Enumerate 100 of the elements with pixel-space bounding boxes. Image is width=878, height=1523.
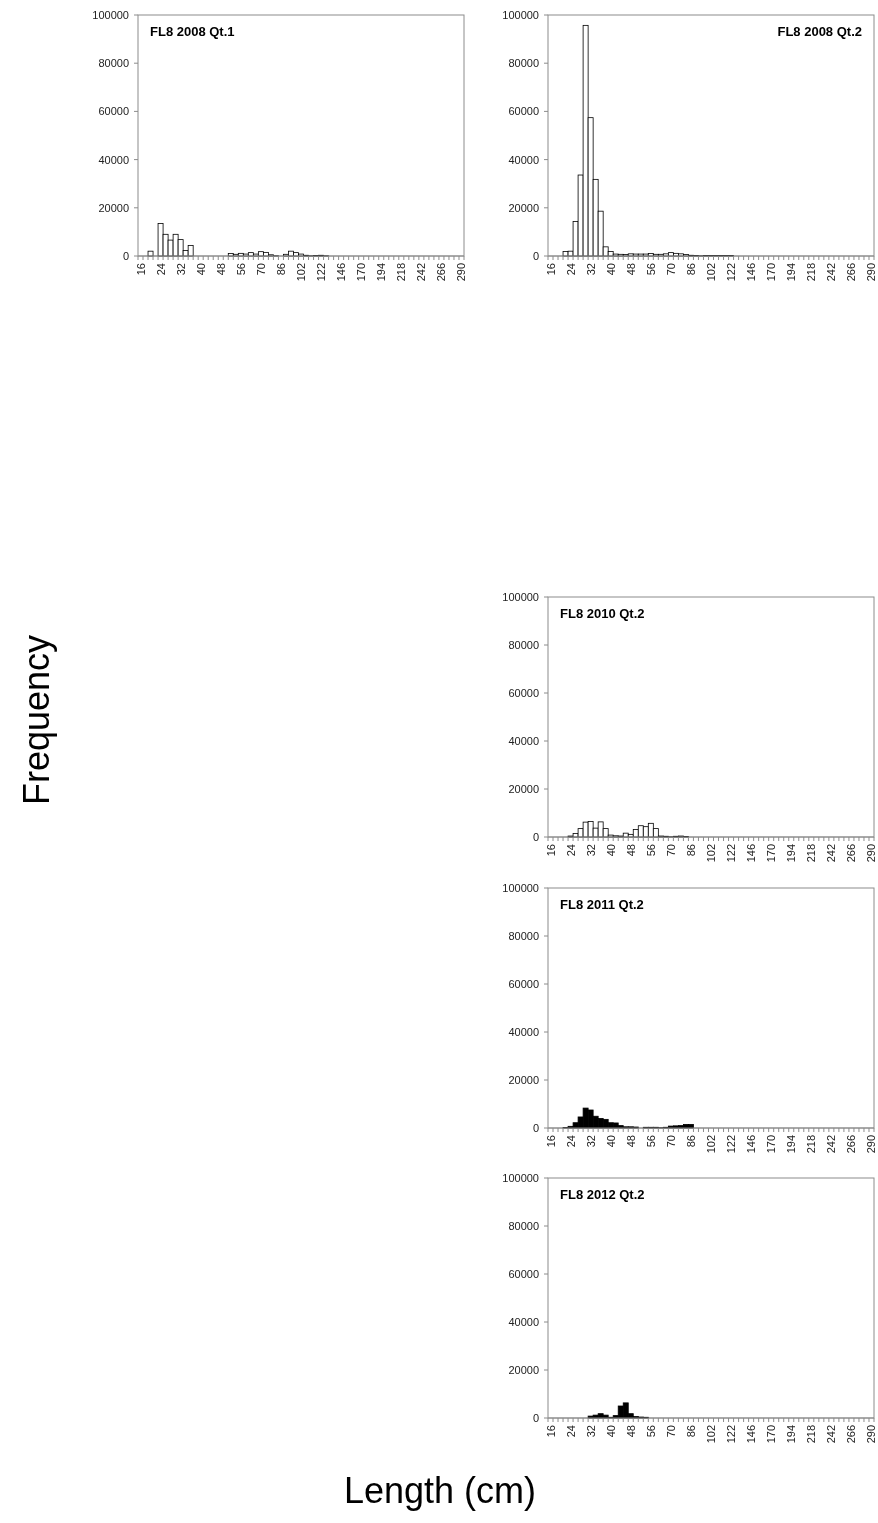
x-tick-label: 70	[254, 263, 267, 276]
x-tick-label: 56	[234, 263, 247, 276]
y-tick-label: 60000	[98, 105, 129, 118]
x-tick-label: 122	[315, 263, 328, 282]
x-tick-label: 218	[395, 263, 408, 282]
x-tick-label: 40	[604, 844, 617, 857]
x-tick-label: 170	[765, 263, 778, 282]
x-tick-label: 242	[825, 1135, 838, 1154]
y-tick-label: 20000	[508, 1364, 539, 1376]
x-tick-label: 56	[644, 1425, 657, 1438]
y-tick-label: 100000	[502, 1172, 539, 1184]
x-tick-label: 266	[845, 1425, 858, 1444]
x-tick-label: 24	[564, 1135, 577, 1148]
x-tick-label: 170	[765, 1135, 778, 1154]
x-tick-label: 56	[644, 263, 657, 276]
x-tick-label: 24	[154, 263, 167, 276]
x-tick-label: 32	[584, 1135, 597, 1148]
x-tick-label: 16	[544, 1425, 557, 1438]
x-tick-label: 16	[544, 263, 557, 276]
x-tick-label: 86	[684, 1135, 697, 1148]
x-tick-label: 56	[644, 844, 657, 857]
x-tick-label: 32	[174, 263, 187, 276]
x-axis-title: Length (cm)	[343, 1469, 537, 1511]
y-tick-label: 60000	[508, 105, 539, 118]
x-tick-label: 218	[805, 1425, 818, 1444]
x-tick-label: 194	[785, 1425, 798, 1444]
y-tick-label: 40000	[98, 153, 129, 166]
y-tick-label: 20000	[98, 201, 129, 214]
x-tick-label: 16	[544, 844, 557, 857]
y-tick-label: 60000	[508, 978, 539, 990]
x-tick-label: 218	[805, 844, 818, 863]
y-tick-label: 100000	[502, 9, 539, 21]
y-axis-title: Frequency	[15, 634, 57, 806]
x-tick-label: 48	[624, 1425, 637, 1438]
x-tick-label: 122	[725, 844, 738, 863]
x-tick-label: 70	[664, 263, 677, 276]
x-tick-label: 32	[584, 263, 597, 276]
text: FL8 2008 Qt.1	[150, 23, 235, 39]
x-tick-label: 266	[845, 1135, 858, 1154]
x-tick-label: 122	[725, 1425, 738, 1444]
x-tick-label: 16	[544, 1135, 557, 1148]
x-tick-label: 146	[745, 1135, 758, 1154]
y-tick-label: 40000	[508, 1026, 539, 1038]
x-tick-label: 40	[604, 1425, 617, 1438]
x-tick-label: 290	[455, 263, 468, 282]
x-tick-label: 16	[134, 263, 147, 276]
x-tick-label: 24	[564, 844, 577, 857]
y-tick-label: 0	[532, 1412, 539, 1424]
x-tick-label: 48	[624, 1135, 637, 1148]
x-tick-label: 290	[865, 263, 878, 282]
x-tick-label: 48	[214, 263, 227, 276]
x-tick-label: 218	[805, 1135, 818, 1154]
y-tick-label: 80000	[508, 930, 539, 942]
x-tick-label: 290	[865, 844, 878, 863]
x-tick-label: 40	[194, 263, 207, 276]
y-tick-label: 40000	[508, 153, 539, 166]
x-tick-label: 218	[805, 263, 818, 282]
x-tick-label: 194	[785, 1135, 798, 1154]
x-tick-label: 290	[865, 1425, 878, 1444]
x-tick-label: 48	[624, 844, 637, 857]
y-tick-label: 80000	[508, 57, 539, 70]
y-tick-label: 60000	[508, 1268, 539, 1280]
y-tick-label: 100000	[502, 882, 539, 894]
x-tick-label: 242	[415, 263, 428, 282]
x-tick-label: 266	[845, 263, 858, 282]
y-tick-label: 100000	[502, 591, 539, 603]
x-tick-label: 266	[435, 263, 448, 282]
x-tick-label: 102	[705, 1135, 717, 1154]
x-tick-label: 70	[664, 1135, 677, 1148]
x-tick-label: 86	[274, 263, 287, 276]
text: FL8 2012 Qt.2	[560, 1186, 645, 1202]
x-tick-label: 266	[845, 844, 858, 863]
x-tick-label: 102	[705, 844, 717, 863]
x-tick-label: 40	[604, 263, 617, 276]
x-tick-label: 56	[644, 1135, 657, 1148]
x-tick-label: 170	[765, 844, 778, 863]
x-tick-label: 290	[865, 1135, 878, 1154]
x-tick-label: 170	[355, 263, 368, 282]
x-tick-label: 86	[684, 844, 697, 857]
x-tick-label: 24	[564, 263, 577, 276]
x-tick-label: 48	[624, 263, 637, 276]
y-tick-label: 0	[532, 831, 539, 843]
x-tick-label: 194	[375, 263, 388, 282]
x-tick-label: 122	[725, 1135, 738, 1154]
y-tick-label: 80000	[508, 1220, 539, 1232]
y-tick-label: 20000	[508, 783, 539, 795]
y-tick-label: 0	[532, 1122, 539, 1134]
x-tick-label: 70	[664, 844, 677, 857]
x-tick-label: 170	[765, 1425, 778, 1444]
x-tick-label: 32	[584, 844, 597, 857]
text: FL8 2010 Qt.2	[560, 605, 645, 621]
x-tick-label: 242	[825, 1425, 838, 1444]
x-tick-label: 242	[825, 263, 838, 282]
x-tick-label: 32	[584, 1425, 597, 1438]
x-tick-label: 122	[725, 263, 738, 282]
x-tick-label: 194	[785, 263, 798, 282]
x-tick-label: 70	[664, 1425, 677, 1438]
x-tick-label: 146	[745, 1425, 758, 1444]
y-tick-label: 80000	[98, 57, 129, 70]
y-tick-label: 40000	[508, 1316, 539, 1328]
